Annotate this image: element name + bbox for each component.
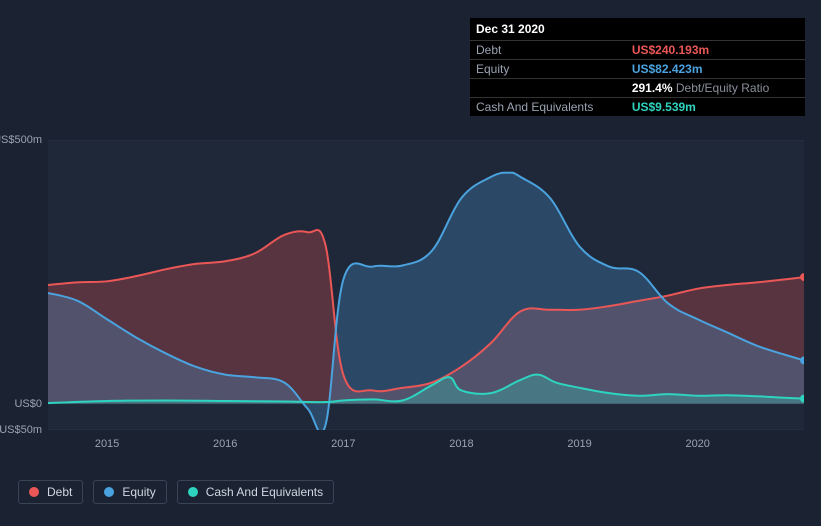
x-axis-label: 2017: [331, 438, 355, 450]
chart-svg: [48, 140, 804, 430]
x-axis-label: 2020: [685, 438, 709, 450]
tooltip-label: Equity: [470, 60, 626, 79]
tooltip-label: Cash And Equivalents: [470, 98, 626, 117]
legend-item-equity[interactable]: Equity: [93, 480, 166, 504]
tooltip-label: Debt: [470, 41, 626, 60]
x-axis-label: 2019: [567, 438, 591, 450]
legend: Debt Equity Cash And Equivalents: [18, 480, 334, 504]
legend-item-cash[interactable]: Cash And Equivalents: [177, 480, 334, 504]
x-axis-label: 2016: [213, 438, 237, 450]
legend-label: Cash And Equivalents: [206, 485, 323, 499]
y-axis-label: US$500m: [0, 134, 42, 146]
chart-tooltip: Dec 31 2020 Debt US$240.193m Equity US$8…: [470, 18, 805, 116]
legend-dot-cash: [188, 487, 198, 497]
tooltip-value: US$240.193m: [626, 41, 805, 60]
legend-label: Debt: [47, 485, 72, 499]
legend-dot-equity: [104, 487, 114, 497]
legend-label: Equity: [122, 485, 155, 499]
legend-dot-debt: [29, 487, 39, 497]
x-axis-label: 2018: [449, 438, 473, 450]
tooltip-title: Dec 31 2020: [470, 18, 805, 41]
x-axis-label: 2015: [95, 438, 119, 450]
chart-area[interactable]: US$500mUS$0-US$50m2015201620172018201920…: [48, 140, 804, 430]
y-axis-label: US$0: [14, 398, 42, 410]
legend-item-debt[interactable]: Debt: [18, 480, 83, 504]
tooltip-ratio: 291.4% Debt/Equity Ratio: [626, 79, 805, 98]
y-axis-label: -US$50m: [0, 424, 42, 436]
tooltip-value: US$9.539m: [626, 98, 805, 117]
tooltip-value: US$82.423m: [626, 60, 805, 79]
